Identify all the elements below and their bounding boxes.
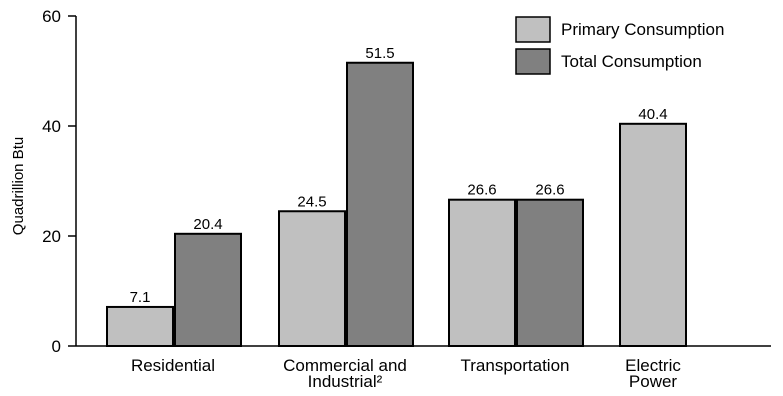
y-tick-label: 0	[52, 337, 61, 356]
bar-primary	[619, 122, 687, 347]
bar-primary	[278, 210, 346, 347]
legend-label: Primary Consumption	[561, 20, 724, 39]
legend-swatch	[515, 16, 551, 43]
bar-total	[346, 61, 414, 347]
legend-label: Total Consumption	[561, 52, 702, 71]
y-tick-label: 40	[42, 117, 61, 136]
y-tick-label: 20	[42, 227, 61, 246]
x-tick-label: Commercial and	[283, 356, 407, 375]
x-tick-label: Electric	[625, 356, 681, 375]
x-tick-label: Residential	[131, 356, 215, 375]
bar-value-label: 26.6	[535, 182, 564, 199]
y-tick-label: 60	[42, 7, 61, 26]
x-tick-label: Transportation	[461, 356, 570, 375]
bar-value-label: 40.4	[638, 106, 667, 123]
bar-total	[174, 232, 242, 347]
bar-value-label: 24.5	[297, 193, 326, 210]
bar-value-label: 20.4	[193, 216, 222, 233]
bar-value-label: 7.1	[130, 289, 151, 306]
legend-swatch	[515, 48, 551, 75]
bars: 7.1 20.4 24.5 51.5 26.6 26.6 40.4	[106, 45, 687, 348]
x-tick-label: Power	[629, 372, 678, 391]
bar-total	[516, 198, 584, 347]
y-ticks: 0 20 40 60	[42, 7, 76, 356]
legend: Primary Consumption Total Consumption	[515, 16, 724, 75]
bar-primary	[448, 198, 516, 347]
x-tick-label: Industrial²	[308, 372, 383, 391]
bar-primary	[106, 305, 174, 348]
bar-value-label: 51.5	[365, 45, 394, 62]
bar-value-label: 26.6	[467, 182, 496, 199]
y-axis-label: Quadrillion Btu	[10, 137, 27, 235]
